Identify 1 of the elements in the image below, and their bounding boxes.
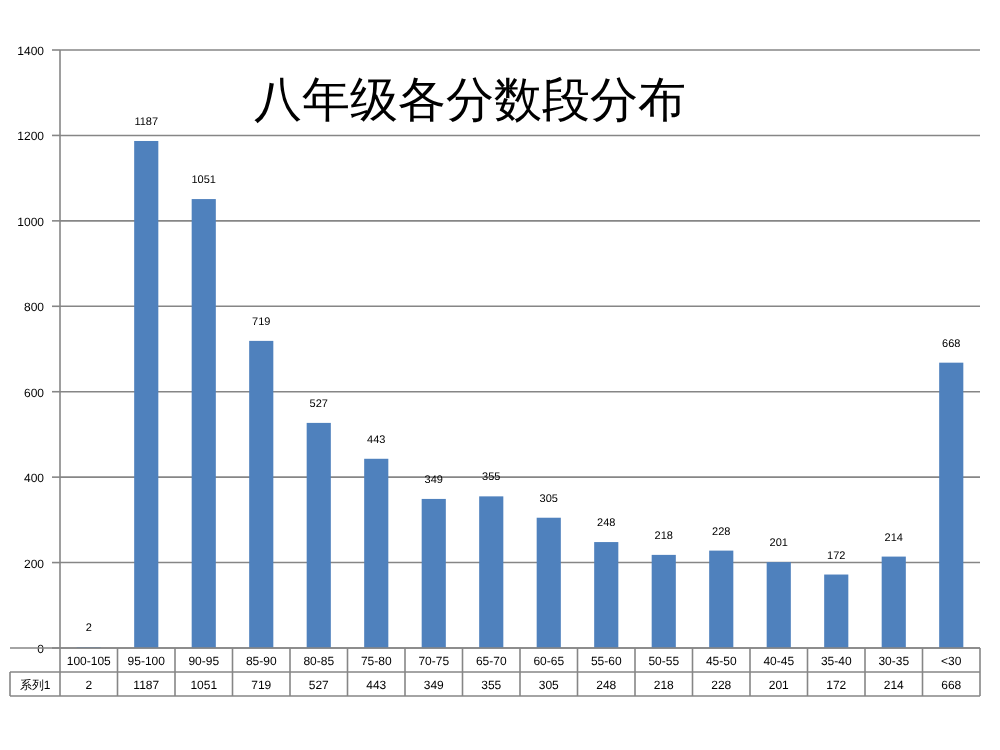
title: 八年级各分数段分布 xyxy=(254,74,686,128)
